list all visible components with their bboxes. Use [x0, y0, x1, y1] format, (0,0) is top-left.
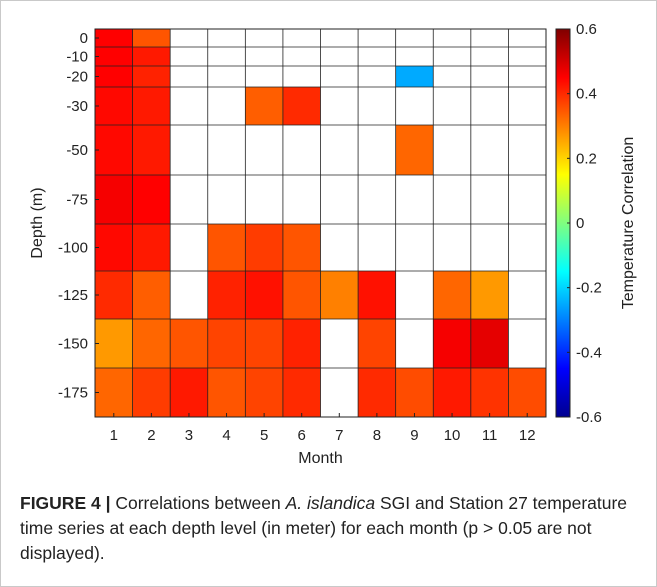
- colorbar-tick-label: 0.4: [576, 86, 597, 103]
- heatmap-cell: [470, 319, 509, 368]
- heatmap-cell: [132, 224, 171, 271]
- y-tick-label: -125: [58, 287, 88, 304]
- heatmap-cell: [395, 66, 434, 87]
- plot-area-border: [94, 28, 547, 418]
- x-tick-label: 5: [260, 427, 268, 444]
- y-tick-label: -75: [66, 192, 88, 209]
- heatmap-cell: [433, 271, 471, 319]
- y-tick-label: -20: [66, 69, 88, 86]
- heatmap-cell: [95, 175, 133, 224]
- heatmap-cell: [358, 271, 396, 319]
- heatmap-cell: [132, 175, 171, 224]
- heatmap-cell: [395, 125, 434, 175]
- y-tick-label: -150: [58, 336, 88, 353]
- heatmap-cell: [282, 271, 321, 319]
- heatmap-cell: [282, 319, 321, 368]
- x-tick-label: 11: [482, 427, 498, 444]
- heatmap-cells: [95, 29, 546, 417]
- heatmap-cell: [358, 319, 396, 368]
- x-tick-label: 1: [110, 427, 118, 444]
- heatmap-cell: [95, 47, 133, 66]
- heatmap-cell: [282, 368, 321, 417]
- caption-species: A. islandica: [285, 493, 376, 513]
- heatmap-cell: [207, 271, 246, 319]
- heatmap-cell: [245, 319, 283, 368]
- heatmap-cell: [433, 368, 471, 417]
- y-axis-ticks: 0 -10 -20 -30 -50 -75 -100 -125 -150 -175: [58, 30, 99, 402]
- heatmap-cell: [358, 368, 396, 417]
- heatmap-cell: [95, 368, 133, 417]
- colorbar-title: Temperature Correlation: [620, 137, 637, 310]
- heatmap-grid: [95, 29, 546, 417]
- figure-caption: FIGURE 4 | Correlations between A. islan…: [20, 491, 630, 566]
- heatmap-cell: [132, 87, 171, 125]
- heatmap-cell: [470, 368, 509, 417]
- heatmap-cell: [95, 125, 133, 175]
- heatmap-cell: [95, 66, 133, 87]
- x-axis-ticks: 1 2 3 4 5 6 7 8 9 10 11 12: [110, 413, 536, 444]
- y-tick-label: -175: [58, 385, 88, 402]
- caption-note: (p > 0.05 are not displayed).: [20, 518, 592, 563]
- caption-text-after: SGI and Station 27 temperature time seri…: [20, 493, 628, 538]
- x-tick-label: 12: [519, 427, 536, 444]
- x-tick-label: 9: [410, 427, 418, 444]
- x-axis-title: Month: [298, 450, 342, 467]
- x-tick-label: 2: [147, 427, 155, 444]
- heatmap-cell: [132, 271, 171, 319]
- colorbar-tick-label: 0.6: [576, 21, 597, 38]
- heatmap-cell: [470, 271, 509, 319]
- y-tick-label: -10: [66, 49, 88, 66]
- heatmap-cell: [95, 224, 133, 271]
- heatmap-cell: [132, 29, 171, 47]
- colorbar-tick-label: 0: [576, 215, 584, 232]
- heatmap-cell: [282, 87, 321, 125]
- x-tick-label: 4: [222, 427, 230, 444]
- colorbar-tick-label: -0.6: [576, 409, 602, 426]
- heatmap-cell: [95, 271, 133, 319]
- y-axis-title: Depth (m): [29, 187, 46, 258]
- heatmap-cell: [282, 224, 321, 271]
- heatmap-cell: [508, 368, 546, 417]
- heatmap-cell: [320, 271, 359, 319]
- heatmap-cell: [132, 125, 171, 175]
- y-tick-label: -50: [66, 142, 88, 159]
- x-tick-label: 7: [335, 427, 343, 444]
- x-tick-label: 6: [298, 427, 306, 444]
- colorbar-ticks: 0.6 0.4 0.2 0 -0.2 -0.4 -0.6: [567, 21, 602, 426]
- x-tick-label: 10: [444, 427, 461, 444]
- y-tick-label: 0: [80, 30, 88, 47]
- colorbar-tick-label: -0.2: [576, 280, 602, 297]
- heatmap-cell: [95, 29, 133, 47]
- heatmap-cell: [207, 224, 246, 271]
- heatmap-cell: [207, 319, 246, 368]
- colorbar-tick-label: 0.2: [576, 150, 597, 167]
- heatmap-cell: [433, 319, 471, 368]
- heatmap-cell: [132, 66, 171, 87]
- colorbar-tick-label: -0.4: [576, 344, 602, 361]
- heatmap-cell: [132, 47, 171, 66]
- heatmap-cell: [207, 368, 246, 417]
- heatmap-cell: [132, 319, 171, 368]
- x-tick-label: 8: [373, 427, 381, 444]
- heatmap-cell: [245, 224, 283, 271]
- heatmap-cell: [95, 319, 133, 368]
- x-tick-label: 3: [185, 427, 193, 444]
- heatmap-cell: [170, 319, 208, 368]
- heatmap-cell: [245, 368, 283, 417]
- heatmap-cell: [170, 368, 208, 417]
- heatmap-cell: [132, 368, 171, 417]
- heatmap-cell: [245, 271, 283, 319]
- y-tick-label: -100: [58, 240, 88, 257]
- heatmap-cell: [395, 368, 434, 417]
- caption-figure-label: FIGURE 4 |: [20, 493, 111, 513]
- y-tick-label: -30: [66, 98, 88, 115]
- heatmap-cell: [245, 87, 283, 125]
- caption-text-before: Correlations between: [110, 493, 286, 513]
- heatmap-cell: [95, 87, 133, 125]
